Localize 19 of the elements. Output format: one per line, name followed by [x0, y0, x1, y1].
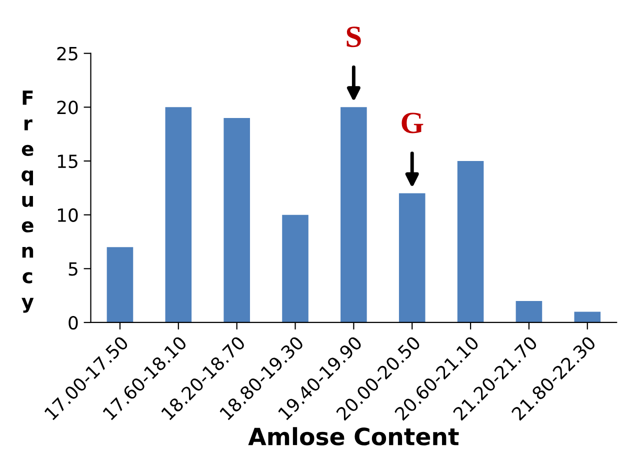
bar: [106, 247, 134, 322]
y-tick-label: 25: [57, 46, 78, 60]
bar: [574, 312, 601, 322]
y-tick-label: 15: [58, 154, 78, 168]
y-tick-label: 5: [68, 262, 78, 276]
bar: [282, 214, 308, 322]
text: Frequency: [22, 90, 34, 313]
y-tick-label: 20: [57, 100, 78, 114]
bar: [340, 107, 367, 322]
y-tick-label: 0: [68, 316, 78, 330]
bar: [457, 161, 484, 322]
bar: [516, 300, 542, 322]
annotation: G: [402, 112, 424, 134]
y-tick-label: 10: [58, 208, 78, 222]
bar: [224, 118, 250, 322]
bar: [165, 107, 192, 322]
bar: [398, 193, 426, 322]
x-axis-title: Amlose Content: [248, 427, 459, 446]
annotation: S: [346, 26, 361, 48]
